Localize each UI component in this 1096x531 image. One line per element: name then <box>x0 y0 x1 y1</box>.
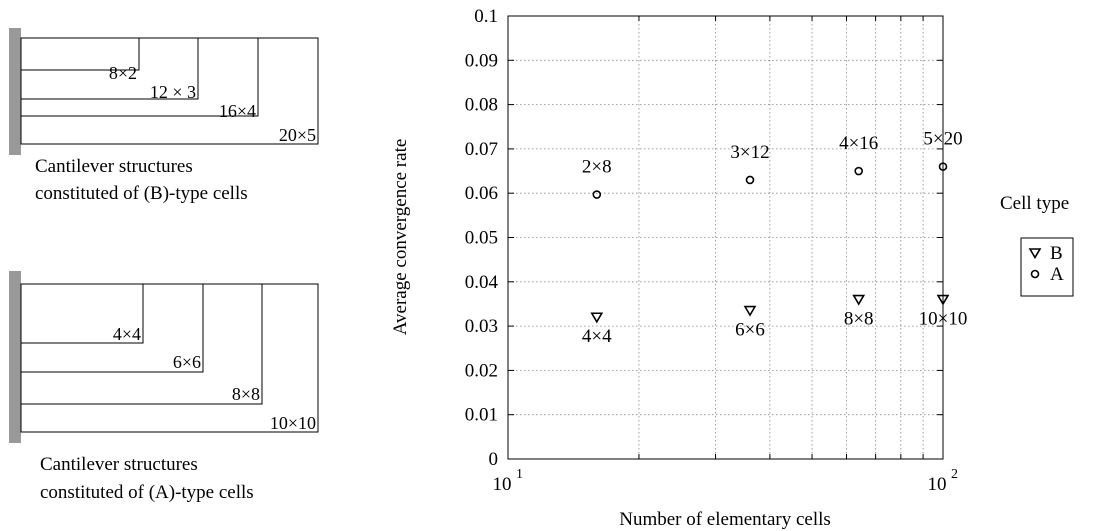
chart-grid <box>508 16 943 459</box>
axis-ticks <box>507 15 944 460</box>
diagram-a-rect-4 <box>20 283 319 433</box>
x-tick-labels: 10 1 10 2 <box>493 467 959 495</box>
data-label: 4×4 <box>582 326 612 347</box>
y-tick-label: 0.09 <box>465 50 498 71</box>
legend-label-A: A <box>1050 264 1064 285</box>
y-axis-label: Average convergence rate <box>390 139 411 336</box>
data-point-A <box>938 162 948 171</box>
y-tick-label: 0.05 <box>465 228 498 249</box>
y-tick-label: 0 <box>489 449 499 470</box>
legend-marker-B <box>1028 248 1042 260</box>
data-marks: 4×4 6×6 8×8 10×10 2×8 3×12 4×16 5×20 <box>582 129 967 348</box>
x-tick-label: 10 <box>493 474 512 495</box>
x-tick-label-exponent: 2 <box>951 467 958 482</box>
diagram-b-caption-2: constituted of (B)-type cells <box>35 183 248 204</box>
legend-items: BA <box>1028 243 1064 285</box>
data-point-A <box>592 190 602 199</box>
legend-box <box>1020 237 1074 297</box>
y-tick-labels: 0 0.01 0.02 0.03 0.04 0.05 0.06 0.07 0.08 0.09 0.1 <box>465 6 499 470</box>
x-tick-label-exponent: 1 <box>516 467 523 482</box>
data-point-B <box>590 312 604 324</box>
diagram-a-label-4: 10×10 <box>270 413 316 433</box>
data-point-B <box>936 294 950 306</box>
data-label: 8×8 <box>844 309 874 330</box>
data-label: 6×6 <box>735 320 765 341</box>
diagram-b-type: 8×2 12 × 3 16×4 20×5 Cantilever structur… <box>9 28 319 204</box>
data-label: 5×20 <box>923 129 962 150</box>
y-tick-label: 0.07 <box>465 139 498 160</box>
y-tick-label: 0.04 <box>465 272 499 293</box>
x-tick-label: 10 <box>928 474 947 495</box>
diagram-b-wall <box>9 28 21 155</box>
diagram-a-rect-3 <box>20 283 263 405</box>
data-label: 3×12 <box>730 142 769 163</box>
diagram-a-label-2: 6×6 <box>173 352 201 372</box>
y-tick-label: 0.1 <box>474 6 498 27</box>
diagram-a-type: 4×4 6×6 8×8 10×10 Cantilever structures … <box>9 271 319 503</box>
y-tick-label: 0.08 <box>465 95 498 116</box>
x-axis-label: Number of elementary cells <box>619 509 831 530</box>
diagram-b-label-2: 12 × 3 <box>150 82 196 102</box>
data-point-A <box>745 175 755 185</box>
diagram-b-label-3: 16×4 <box>219 101 256 121</box>
legend-label-B: B <box>1050 243 1063 264</box>
data-point-A <box>854 166 863 176</box>
diagram-a-wall <box>9 271 21 443</box>
diagram-a-caption-1: Cantilever structures <box>40 454 198 475</box>
data-label: 2×8 <box>582 157 612 178</box>
y-tick-label: 0.02 <box>465 360 498 381</box>
legend: Cell type BA <box>1000 193 1074 297</box>
y-tick-label: 0.01 <box>465 405 498 426</box>
diagram-a-caption-2: constituted of (A)-type cells <box>40 482 254 503</box>
data-label: 4×16 <box>839 133 878 154</box>
data-label: 10×10 <box>919 309 968 330</box>
scatter-chart: 0 0.01 0.02 0.03 0.04 0.05 0.06 0.07 0.08 0.09 0.1… <box>390 6 967 530</box>
y-tick-label: 0.06 <box>465 183 498 204</box>
diagram-a-label-3: 8×8 <box>232 384 260 404</box>
diagram-b-rect-4 <box>20 37 319 145</box>
y-tick-label: 0.03 <box>465 316 498 337</box>
legend-title: Cell type <box>1000 193 1069 214</box>
data-point-B <box>852 294 866 306</box>
data-point-B <box>743 305 757 317</box>
legend-marker-A <box>1030 269 1040 279</box>
diagram-b-label-4: 20×5 <box>279 125 316 145</box>
diagram-b-label-1: 8×2 <box>109 63 137 83</box>
diagram-a-label-1: 4×4 <box>113 324 141 344</box>
diagram-b-caption-1: Cantilever structures <box>35 156 193 177</box>
